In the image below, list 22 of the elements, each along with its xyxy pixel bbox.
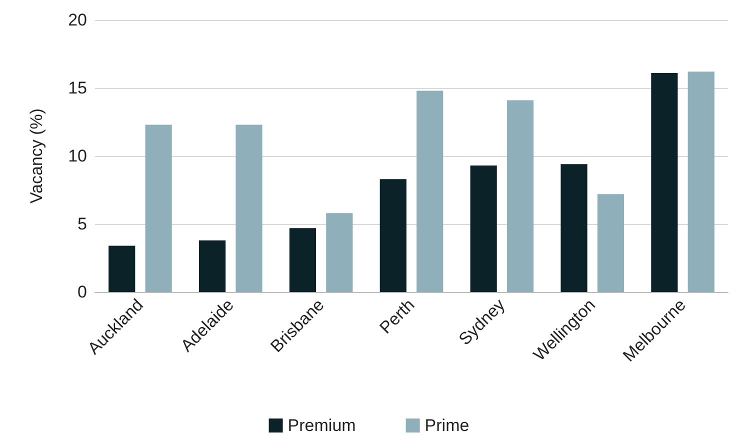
legend-label: Premium — [288, 416, 356, 435]
y-axis-title: Vacancy (%) — [27, 108, 46, 204]
bar — [416, 90, 444, 292]
bar — [198, 240, 226, 292]
bar — [470, 166, 497, 292]
bar — [236, 124, 262, 292]
y-tick-label: 5 — [78, 214, 87, 234]
y-tick-label: 10 — [68, 146, 87, 166]
bar — [651, 73, 678, 292]
bar — [289, 228, 316, 292]
bar — [326, 213, 353, 292]
y-tick-label: 15 — [68, 78, 87, 98]
bar — [560, 164, 588, 292]
bar — [688, 72, 714, 292]
legend-label: Prime — [424, 416, 470, 435]
bar — [597, 194, 624, 292]
bar — [145, 124, 172, 292]
bar — [108, 246, 136, 292]
y-tick-label: 0 — [78, 282, 87, 302]
bar — [380, 179, 406, 292]
bar — [506, 100, 534, 292]
y-tick-label: 20 — [68, 10, 87, 30]
